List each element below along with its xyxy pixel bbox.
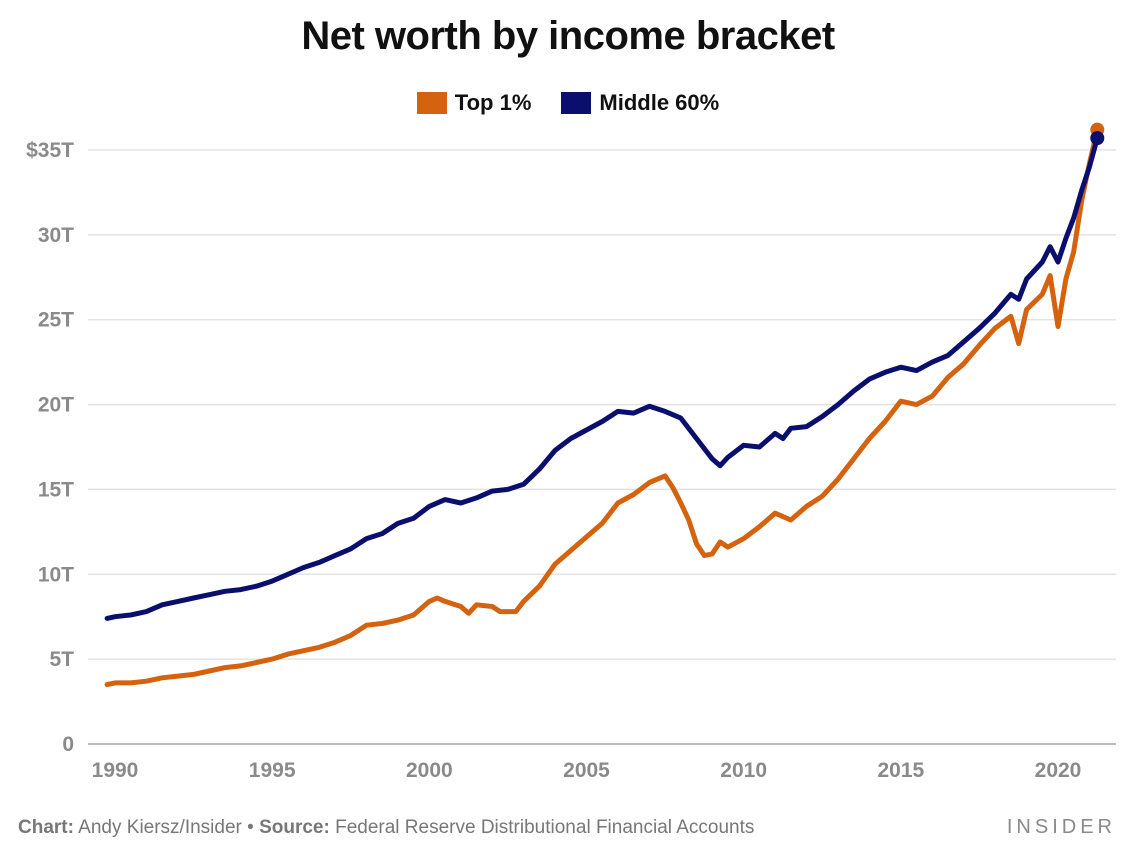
series-lines: [104, 127, 1100, 688]
y-tick-label: 0: [62, 733, 74, 756]
legend-label-middle-60: Middle 60%: [599, 90, 720, 115]
series-line-middle-60: [104, 135, 1100, 621]
x-tick-label: 1990: [92, 759, 139, 782]
y-axis-labels: 0 5T 10T 15T 20T 25T 30T $35T: [26, 139, 74, 756]
series-line-top-1: [104, 127, 1100, 688]
x-tick-label: 1995: [249, 759, 296, 782]
x-tick-label: 2005: [563, 759, 610, 782]
end-marker-middle-60: [1090, 131, 1105, 146]
footer-chart-credit: Andy Kiersz/Insider •: [73, 817, 260, 838]
x-tick-label: 2010: [720, 759, 767, 782]
footer-chart-label: Chart:: [18, 817, 74, 838]
insider-logo: INSIDER: [1006, 816, 1116, 838]
y-tick-label: 5T: [49, 648, 74, 671]
y-tick-label: $35T: [26, 139, 74, 162]
series-end-markers: [1090, 122, 1105, 146]
x-tick-label: 2020: [1035, 759, 1082, 782]
legend-item-middle-60: Middle 60%: [561, 90, 719, 116]
y-tick-label: 15T: [38, 478, 74, 501]
chart-legend: Top 1% Middle 60%: [0, 90, 1136, 116]
y-tick-label: 10T: [38, 563, 74, 586]
legend-swatch-middle-60: [561, 92, 592, 114]
gridlines: [88, 149, 1116, 745]
chart-footer: Chart: Andy Kiersz/Insider • Source: Fed…: [18, 817, 754, 839]
legend-swatch-top-1: [416, 92, 447, 114]
x-tick-label: 2015: [877, 759, 924, 782]
legend-item-top-1: Top 1%: [416, 90, 532, 116]
y-tick-label: 20T: [38, 394, 74, 417]
legend-label-top-1: Top 1%: [454, 90, 532, 115]
footer-source-text: Federal Reserve Distributional Financial…: [329, 817, 755, 838]
y-tick-label: 25T: [38, 309, 74, 332]
x-tick-label: 2000: [406, 759, 453, 782]
chart-title: Net worth by income bracket: [301, 14, 835, 58]
y-tick-label: 30T: [38, 224, 74, 247]
footer-source-label: Source:: [259, 817, 330, 838]
x-axis-labels: 1990 1995 2000 2005 2010 2015 2020: [92, 759, 1082, 782]
